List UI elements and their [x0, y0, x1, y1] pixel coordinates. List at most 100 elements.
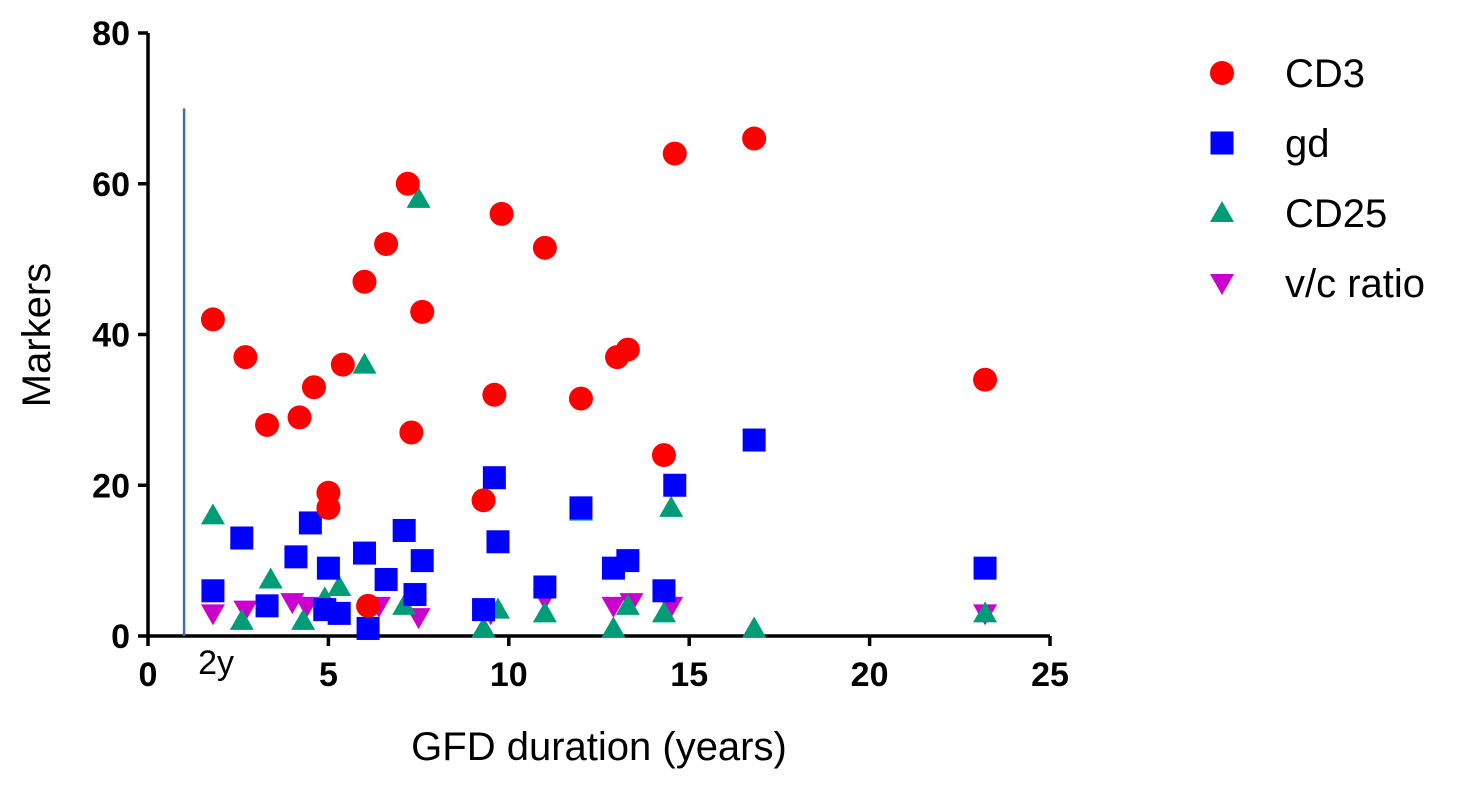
gd-point — [403, 583, 427, 607]
legend-label-v-c-ratio: v/c ratio — [1285, 262, 1425, 306]
cd25-point — [352, 352, 377, 374]
legend: CD3 gd CD25 v/c ratio — [1210, 52, 1425, 306]
cd3-point — [651, 443, 676, 468]
cd3-point — [973, 367, 998, 392]
cd3-point — [301, 375, 326, 400]
cd3-point — [662, 141, 687, 166]
gd-point — [230, 526, 254, 550]
v-c-ratio-point — [233, 600, 258, 622]
gd-point — [616, 549, 640, 573]
data-points — [200, 126, 998, 640]
axes — [146, 33, 1050, 638]
y-tick-label: 80 — [92, 15, 130, 53]
x-tick-label: 15 — [670, 656, 708, 694]
gd-point — [392, 518, 416, 542]
cd3-point — [395, 171, 420, 196]
gd-point — [652, 579, 676, 603]
legend-marker-cd3 — [1210, 61, 1234, 85]
gd-point — [973, 556, 997, 580]
cd3-point — [532, 235, 557, 260]
cd25-point — [406, 186, 431, 208]
x-tick-label: 10 — [490, 656, 528, 694]
cd3-point — [374, 232, 399, 257]
v-c-ratio-point — [200, 604, 225, 626]
gd-point — [472, 598, 496, 622]
cd3-point — [316, 495, 341, 520]
cd3-point — [255, 412, 280, 437]
cd25-point — [659, 495, 684, 517]
gd-point — [742, 428, 766, 452]
series-cd3 — [200, 126, 998, 618]
cd3-point — [233, 345, 258, 370]
gd-point — [374, 567, 398, 591]
y-tick-label: 40 — [92, 317, 130, 355]
gd-point — [352, 541, 376, 565]
legend-item-cd25: CD25 — [1210, 192, 1387, 236]
legend-label-cd3: CD3 — [1285, 52, 1365, 96]
gd-point — [482, 466, 506, 490]
gd-point — [255, 594, 279, 618]
cd25-point — [471, 616, 496, 638]
x-tick-label: 5 — [319, 656, 338, 694]
gd-point — [327, 601, 351, 625]
cd3-point — [410, 299, 435, 324]
gd-point — [569, 496, 593, 520]
legend-marker-gd — [1210, 131, 1234, 155]
legend-item-v-c-ratio: v/c ratio — [1210, 262, 1425, 306]
gd-point — [316, 556, 340, 580]
gd-point — [410, 549, 434, 573]
gd-point — [284, 545, 308, 569]
gd-point — [663, 473, 687, 497]
cd3-point — [287, 405, 312, 430]
cd3-point — [742, 126, 767, 151]
cd25-point — [651, 601, 676, 623]
cd25-point — [327, 575, 352, 597]
cd3-point — [489, 201, 514, 226]
cd25-point — [615, 593, 640, 615]
legend-label-cd25: CD25 — [1285, 192, 1387, 236]
x-tick-label: 20 — [851, 656, 889, 694]
cd3-point — [200, 307, 225, 332]
y-tick-label: 20 — [92, 467, 130, 505]
v-c-ratio-point — [294, 596, 319, 618]
cd25-point — [742, 616, 767, 638]
legend-item-cd3: CD3 — [1210, 52, 1365, 96]
series-gd — [201, 428, 997, 640]
gd-point — [356, 616, 380, 640]
cd3-point — [482, 382, 507, 407]
cd25-point — [973, 601, 998, 623]
gd-point — [486, 530, 510, 554]
gd-point — [201, 579, 225, 603]
legend-item-gd: gd — [1210, 122, 1330, 166]
cd3-point — [399, 420, 424, 445]
x-tick-label: 25 — [1031, 656, 1069, 694]
legend-marker-cd25 — [1210, 201, 1234, 222]
cd25-point — [601, 616, 626, 638]
gd-point — [533, 575, 557, 599]
annotation: 2y — [182, 108, 234, 682]
x-axis-label: GFD duration (years) — [411, 725, 787, 769]
cd25-point — [258, 567, 283, 589]
series-cd25 — [200, 186, 998, 638]
cd3-point — [568, 386, 593, 411]
cd25-point — [229, 608, 254, 630]
gd-point — [298, 511, 322, 535]
ticks: 0 5 10 15 20 25 0 20 40 60 80 — [92, 15, 1069, 694]
annotation-label: 2y — [198, 644, 234, 682]
cd3-point — [615, 337, 640, 362]
cd3-point — [471, 488, 496, 513]
cd3-point — [352, 269, 377, 294]
v-c-ratio-point — [601, 596, 626, 618]
legend-label-gd: gd — [1285, 122, 1330, 166]
y-tick-label: 60 — [92, 166, 130, 204]
cd25-point — [291, 608, 316, 630]
cd25-point — [532, 601, 557, 623]
y-tick-label: 0 — [111, 618, 130, 656]
y-axis-label: Markers — [15, 263, 59, 407]
cd3-point — [356, 593, 381, 618]
cd25-point — [200, 503, 225, 525]
x-tick-label: 0 — [139, 656, 158, 694]
cd3-point — [330, 352, 355, 377]
legend-marker-v-c-ratio — [1210, 274, 1234, 295]
